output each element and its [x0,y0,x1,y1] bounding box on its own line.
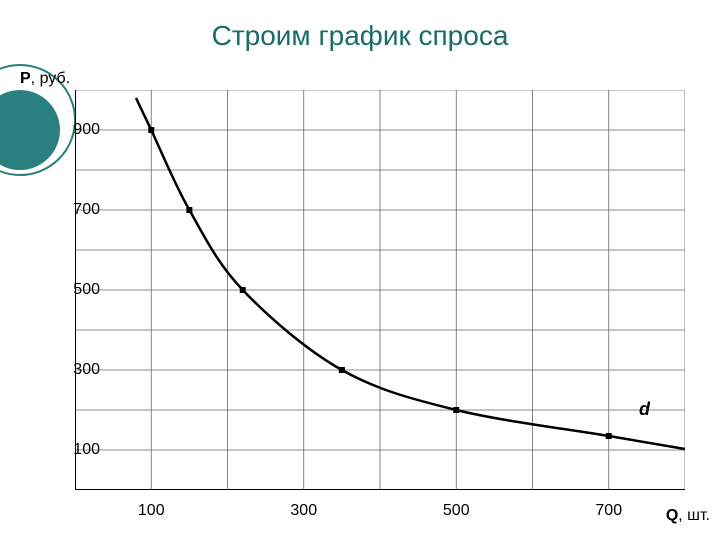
x-tick-label: 300 [290,502,317,520]
x-tick-label: 100 [138,502,165,520]
chart-title: Строим график спроса [0,20,720,52]
y-axis-unit: , руб. [31,70,70,87]
y-tick-label: 500 [73,281,100,299]
y-axis-label: P, руб. [20,70,70,88]
x-axis-symbol: Q [666,507,678,524]
y-axis-symbol: P [20,70,31,87]
x-tick-label: 500 [443,502,470,520]
chart-plot-area [75,90,685,490]
y-tick-label: 300 [73,361,100,379]
y-tick-label: 100 [73,441,100,459]
y-tick-label: 700 [73,201,100,219]
x-tick-label: 700 [595,502,622,520]
curve-label: d [639,399,650,420]
x-axis-label: Q, шт. [666,507,710,525]
y-tick-label: 900 [73,121,100,139]
x-axis-unit: , шт. [678,507,710,524]
